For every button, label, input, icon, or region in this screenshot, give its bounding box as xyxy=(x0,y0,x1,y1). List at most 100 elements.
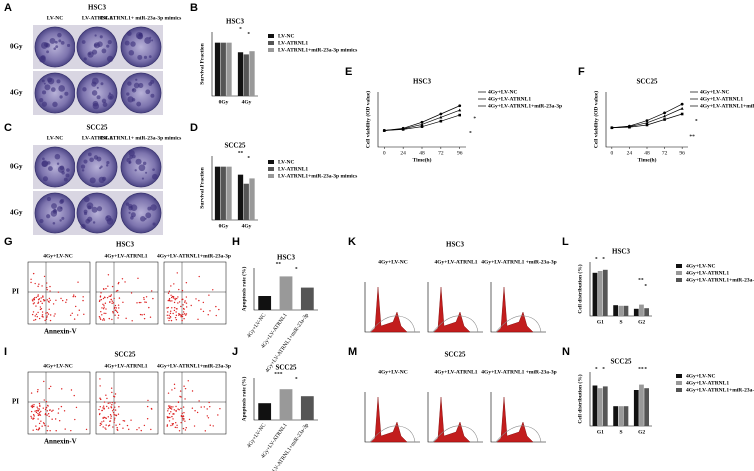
event-dot xyxy=(176,272,178,274)
event-dot xyxy=(31,406,34,409)
event-dot xyxy=(124,281,126,283)
bar xyxy=(613,305,619,316)
event-dot xyxy=(177,302,179,304)
significance: * xyxy=(602,366,605,372)
event-dot xyxy=(130,419,132,421)
marker xyxy=(439,119,443,123)
event-dot xyxy=(103,416,105,419)
event-dot xyxy=(35,296,37,299)
colony-spot xyxy=(135,158,142,165)
colony-spot xyxy=(59,165,65,171)
event-dot xyxy=(181,315,184,318)
event-dot xyxy=(166,424,169,426)
event-dot xyxy=(99,422,102,425)
bar xyxy=(258,403,272,420)
bar xyxy=(249,178,255,220)
event-dot xyxy=(115,307,117,309)
event-dot xyxy=(31,313,34,316)
event-dot xyxy=(38,413,41,415)
event-dot xyxy=(36,316,38,318)
legend-label: 4Gy+LV-ATRNL1 xyxy=(686,380,729,386)
event-dot xyxy=(38,408,41,410)
event-dot xyxy=(113,419,116,421)
x-tick-label: G1 xyxy=(597,319,604,325)
event-dot xyxy=(171,389,173,391)
event-dot xyxy=(60,297,62,300)
event-dot xyxy=(112,408,115,411)
event-dot xyxy=(215,314,217,317)
histogram-fit xyxy=(432,425,479,443)
event-dot xyxy=(106,296,109,299)
row-label: 4Gy xyxy=(10,209,23,217)
event-dot xyxy=(182,304,184,306)
event-dot xyxy=(167,292,170,294)
column-label: LV-ATRNL1+ miR-23a-3p mimics xyxy=(101,15,182,21)
event-dot xyxy=(46,404,49,407)
event-dot xyxy=(102,420,105,422)
event-dot xyxy=(105,312,107,315)
column-label: 4Gy+LV-NC xyxy=(378,369,407,375)
colony-spot xyxy=(130,212,136,218)
event-dot xyxy=(42,295,44,297)
colony-spot xyxy=(126,92,130,96)
colony-spot xyxy=(96,206,103,212)
event-dot xyxy=(85,428,88,431)
event-dot xyxy=(180,305,182,308)
colony-spot xyxy=(93,43,98,47)
colony-spot xyxy=(108,92,111,95)
panel-title: SCC25 xyxy=(86,124,108,132)
significance: * xyxy=(469,130,472,136)
event-dot xyxy=(114,393,117,395)
panel-label: K xyxy=(348,236,356,248)
event-dot xyxy=(170,296,173,299)
colony-spot xyxy=(106,44,110,48)
event-dot xyxy=(169,316,172,318)
event-dot xyxy=(168,314,170,317)
colony-spot xyxy=(54,40,58,44)
colony-spot xyxy=(128,211,131,214)
event-dot xyxy=(118,423,121,426)
event-dot xyxy=(168,416,170,419)
event-dot xyxy=(166,416,169,418)
event-dot xyxy=(197,318,199,321)
event-dot xyxy=(62,299,64,302)
marker xyxy=(680,102,684,106)
event-dot xyxy=(183,411,185,414)
colony-spot xyxy=(63,177,68,182)
event-dot xyxy=(185,296,188,298)
event-dot xyxy=(176,426,178,429)
event-dot xyxy=(117,289,119,292)
panel-label: C xyxy=(4,122,12,134)
event-dot xyxy=(76,314,79,316)
event-dot xyxy=(167,311,169,313)
event-dot xyxy=(38,402,41,405)
y-axis-label: PI xyxy=(12,288,19,296)
x-tick-label: 0 xyxy=(610,150,613,156)
event-dot xyxy=(122,427,124,429)
event-dot xyxy=(54,313,56,315)
marker xyxy=(663,118,666,121)
x-tick-label: 24 xyxy=(627,150,633,156)
event-dot xyxy=(40,420,42,422)
event-dot xyxy=(30,417,33,419)
significance: ** xyxy=(689,134,695,140)
colony-spot xyxy=(91,81,97,87)
event-dot xyxy=(98,408,100,411)
event-dot xyxy=(47,313,50,315)
colony-spot xyxy=(141,177,145,180)
event-dot xyxy=(148,306,150,309)
event-dot xyxy=(180,396,182,398)
panel-label: I xyxy=(4,346,7,358)
bar xyxy=(618,305,624,316)
chart-title: HSC3 xyxy=(612,248,630,256)
event-dot xyxy=(78,309,80,311)
colony-spot xyxy=(143,55,148,59)
event-dot xyxy=(41,285,43,287)
event-dot xyxy=(46,299,49,301)
event-dot xyxy=(38,283,40,285)
x-tick-label: G2 xyxy=(638,319,645,325)
event-dot xyxy=(178,313,180,315)
event-dot xyxy=(52,303,55,305)
event-dot xyxy=(175,410,177,412)
event-dot xyxy=(41,311,44,313)
